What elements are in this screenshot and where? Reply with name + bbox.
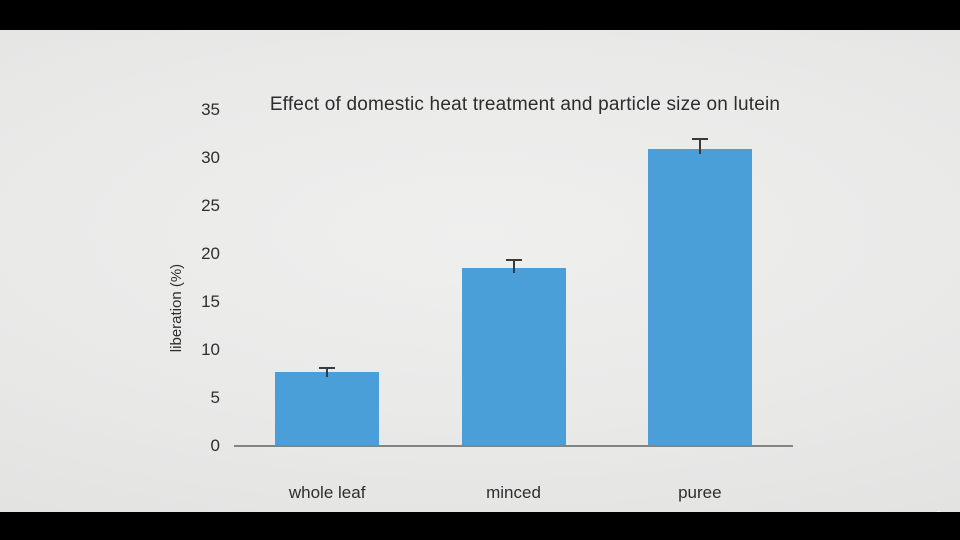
y-tick-label: 35 xyxy=(201,100,220,119)
bar-minced xyxy=(461,268,566,445)
error-bar-stem xyxy=(698,137,701,155)
error-bar-stem xyxy=(512,258,515,274)
x-category-label: puree xyxy=(678,483,722,502)
bar-whole-leaf xyxy=(275,372,380,445)
y-tick-label: 30 xyxy=(201,148,220,167)
x-category-label: minced xyxy=(486,483,541,502)
error-bar-stem xyxy=(326,367,329,378)
letterbox-bottom xyxy=(0,512,960,540)
y-tick-label: 15 xyxy=(201,292,220,311)
x-axis-line xyxy=(234,445,793,447)
bar-puree xyxy=(647,149,752,445)
y-tick-label: 5 xyxy=(210,388,220,407)
error-bar-cap xyxy=(505,258,522,261)
y-tick-label: 20 xyxy=(201,244,220,263)
y-tick-label: 25 xyxy=(201,196,220,215)
y-tick-label: 0 xyxy=(210,436,220,455)
error-bar-cap xyxy=(319,367,336,370)
chart-title: Effect of domestic heat treatment and pa… xyxy=(269,94,781,115)
x-category-label: whole leaf xyxy=(288,483,366,502)
letterbox-top xyxy=(0,0,960,30)
error-bar-cap xyxy=(691,137,708,140)
y-tick-label: 10 xyxy=(201,340,220,359)
slide-background: Effect of domestic heat treatment and pa… xyxy=(0,30,960,536)
